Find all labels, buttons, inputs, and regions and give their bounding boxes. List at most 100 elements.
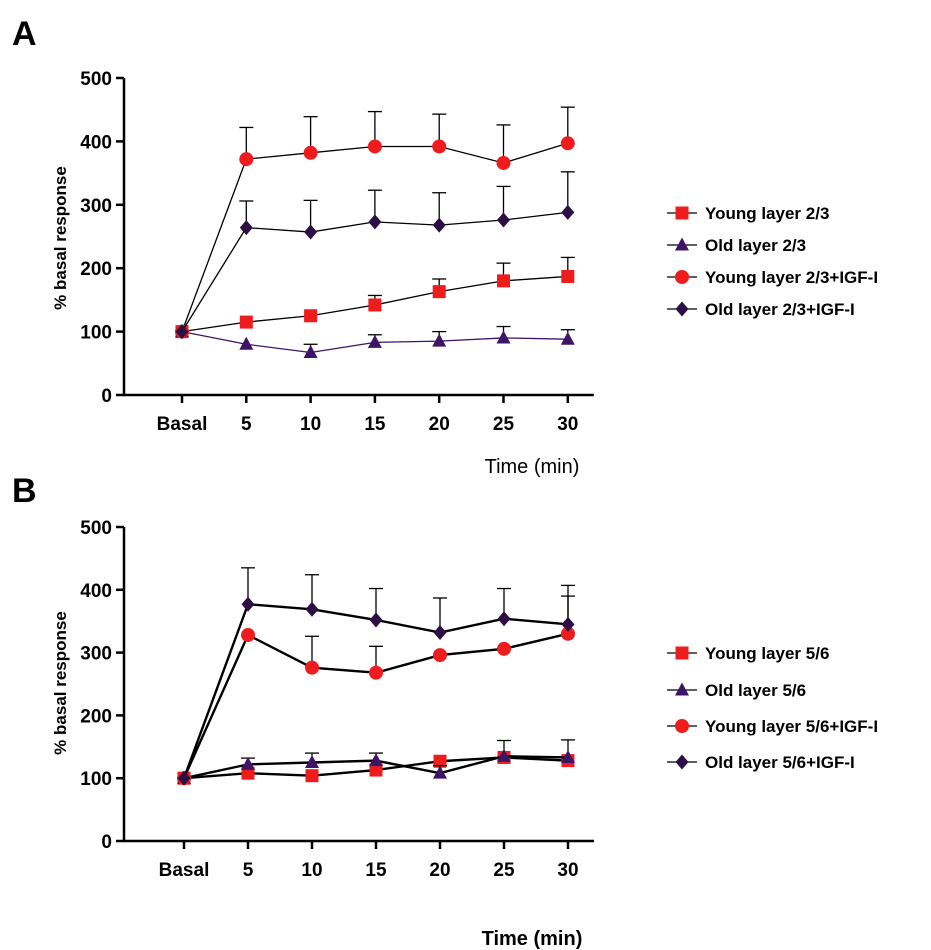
x-tick-label: 20 bbox=[429, 414, 450, 435]
legend-entry: Old layer 5/6+IGF-I bbox=[667, 753, 855, 772]
data-point bbox=[303, 345, 318, 359]
legend-marker bbox=[675, 206, 689, 220]
data-point bbox=[241, 628, 255, 643]
data-point bbox=[560, 136, 575, 151]
data-point bbox=[497, 641, 511, 656]
series-1 bbox=[177, 739, 575, 784]
data-point bbox=[433, 625, 447, 641]
data-point bbox=[305, 769, 319, 783]
data-point bbox=[369, 753, 383, 767]
y-tick-label: 100 bbox=[80, 769, 112, 790]
x-tick-label: 10 bbox=[300, 414, 321, 435]
legend-entry: Old layer 2/3+IGF-I bbox=[667, 300, 855, 319]
y-tick-label: 500 bbox=[80, 69, 112, 90]
data-point bbox=[369, 665, 383, 680]
x-tick-label: Basal bbox=[157, 414, 208, 435]
x-tick-label: Basal bbox=[159, 860, 210, 881]
legend-marker bbox=[675, 682, 689, 696]
legend-marker bbox=[675, 301, 689, 317]
data-point bbox=[497, 748, 511, 762]
data-point bbox=[369, 763, 383, 777]
data-point bbox=[433, 765, 447, 779]
x-tick-label: 30 bbox=[557, 860, 578, 881]
data-point bbox=[497, 611, 511, 627]
x-tick-label: 25 bbox=[493, 414, 515, 435]
panel-a: A % basal response Time (min) 0 100 200 300… bbox=[12, 15, 878, 478]
legend-entry: Young layer 2/3 bbox=[667, 204, 829, 223]
data-point bbox=[367, 334, 382, 348]
data-point bbox=[241, 596, 255, 612]
data-point bbox=[432, 285, 446, 299]
data-point bbox=[561, 616, 575, 632]
data-point bbox=[367, 139, 382, 154]
x-axis-title: Time (min) bbox=[482, 928, 583, 950]
legend-label: Young layer 5/6 bbox=[705, 644, 829, 663]
series-2 bbox=[175, 106, 575, 339]
x-axis-title: Time (min) bbox=[485, 456, 580, 478]
data-point bbox=[304, 224, 318, 240]
x-tick-label: 15 bbox=[364, 414, 386, 435]
y-axis-title: % basal response bbox=[51, 611, 70, 755]
legend-entry: Old layer 5/6 bbox=[667, 681, 806, 700]
data-point bbox=[561, 749, 575, 763]
data-point bbox=[433, 648, 447, 663]
y-tick-label: 200 bbox=[80, 259, 112, 280]
series-2 bbox=[177, 595, 575, 786]
x-tick-label: 5 bbox=[243, 860, 254, 881]
x-tick-label: 30 bbox=[557, 414, 578, 435]
legend-entry: Young layer 5/6 bbox=[667, 644, 829, 663]
data-point bbox=[239, 220, 253, 236]
panel-letter: A bbox=[12, 15, 37, 53]
legend-label: Old layer 5/6+IGF-I bbox=[705, 753, 855, 772]
x-tick-label: 20 bbox=[429, 860, 450, 881]
data-point bbox=[369, 612, 383, 628]
data-point bbox=[368, 298, 382, 312]
y-tick-label: 300 bbox=[80, 644, 112, 665]
y-tick-label: 500 bbox=[80, 518, 112, 539]
legend-marker bbox=[675, 270, 689, 284]
data-point bbox=[432, 333, 447, 347]
data-point bbox=[305, 755, 319, 768]
legend-label: Old layer 5/6 bbox=[705, 681, 806, 700]
legend-entry: Old layer 2/3 bbox=[667, 236, 806, 255]
y-tick-label: 400 bbox=[80, 132, 112, 153]
data-point bbox=[304, 309, 318, 323]
data-point bbox=[497, 212, 510, 228]
data-point bbox=[239, 315, 253, 329]
series-line bbox=[181, 211, 568, 332]
data-point bbox=[303, 145, 318, 160]
legend-label: Young layer 2/3 bbox=[705, 204, 829, 223]
data-point bbox=[305, 660, 319, 675]
panel-letter: B bbox=[12, 472, 37, 510]
y-tick-label: 200 bbox=[80, 706, 112, 727]
y-tick-label: 300 bbox=[80, 196, 112, 217]
data-point bbox=[561, 204, 575, 220]
x-tick-label: 5 bbox=[241, 414, 252, 435]
x-tick-label: 15 bbox=[365, 860, 387, 881]
legend-entry: Young layer 2/3+IGF-I bbox=[667, 268, 878, 287]
legend-marker bbox=[675, 237, 689, 251]
legend-marker bbox=[675, 754, 689, 770]
data-point bbox=[305, 601, 319, 617]
panel-b: B % basal response Time (min) 0 100 200 300… bbox=[12, 472, 878, 950]
series-3 bbox=[177, 567, 575, 786]
x-tick-label: 10 bbox=[301, 860, 322, 881]
data-point bbox=[561, 269, 575, 283]
data-point bbox=[241, 766, 255, 780]
data-point bbox=[432, 139, 447, 154]
y-tick-label: 0 bbox=[101, 832, 112, 853]
data-point bbox=[433, 754, 447, 768]
data-point bbox=[496, 330, 511, 344]
legend-label: Young layer 2/3+IGF-I bbox=[705, 268, 878, 287]
series-3 bbox=[175, 171, 575, 340]
x-tick-label: 25 bbox=[493, 860, 515, 881]
legend-label: Young layer 5/6+IGF-I bbox=[705, 717, 878, 736]
data-point bbox=[241, 756, 255, 770]
y-tick-label: 0 bbox=[101, 386, 112, 407]
data-point bbox=[177, 770, 191, 786]
data-point bbox=[497, 274, 510, 288]
legend-entry: Young layer 5/6+IGF-I bbox=[667, 717, 878, 736]
data-point bbox=[561, 626, 575, 641]
data-point bbox=[560, 331, 575, 345]
series-0 bbox=[175, 256, 575, 339]
